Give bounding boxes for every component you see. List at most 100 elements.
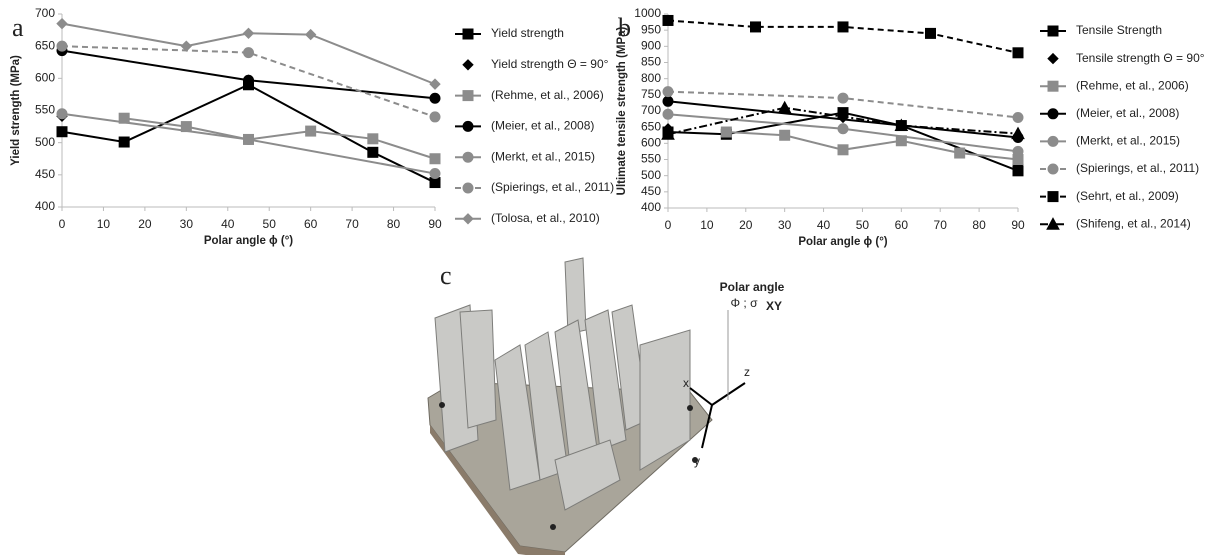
y-tick-label: 550 [641, 152, 661, 166]
y-axis-title: Ultimate tensile strength (MPa) [616, 26, 628, 195]
marker [180, 40, 193, 52]
y-tick-label: 700 [641, 103, 661, 117]
legend-label: Yield strength Θ = 90° [491, 57, 609, 71]
marker [662, 108, 674, 120]
x-tick-label: 80 [387, 217, 401, 231]
marker [243, 74, 254, 86]
y-tick-label: 650 [641, 119, 661, 133]
y-tick-label: 400 [641, 200, 661, 214]
y-tick-label: 850 [641, 55, 661, 69]
marker [429, 168, 441, 180]
legend-marker [1047, 25, 1059, 37]
x-tick-label: 80 [972, 218, 986, 232]
marker [662, 14, 674, 26]
y-tick-label: 500 [641, 168, 661, 182]
y-tick-label: 1000 [634, 6, 661, 20]
axis-z-label: z [744, 365, 750, 379]
marker [242, 27, 255, 40]
legend-label: (Meier, et al., 2008) [491, 119, 594, 133]
y-tick-label: 550 [35, 103, 55, 117]
panel-label: b [618, 13, 631, 42]
marker [429, 111, 441, 123]
marker [1012, 111, 1024, 123]
marker [1012, 47, 1024, 59]
y-tick-label: 500 [35, 135, 55, 149]
legend-label: (Spierings, et al., 2011) [1076, 161, 1199, 175]
marker [429, 78, 441, 90]
marker [243, 133, 254, 145]
x-tick-label: 90 [428, 217, 442, 231]
y-tick-label: 950 [641, 22, 661, 36]
x-tick-label: 40 [817, 218, 831, 232]
series-line [124, 117, 436, 160]
marker [243, 47, 254, 59]
y-tick-label: 900 [641, 39, 661, 53]
x-tick-label: 30 [778, 218, 792, 232]
series-line [61, 45, 436, 118]
x-tick-label: 30 [180, 217, 194, 231]
marker [779, 129, 791, 141]
y-tick-label: 450 [35, 167, 55, 181]
legend-marker [462, 120, 474, 132]
series-line [667, 100, 1019, 139]
x-tick-label: 50 [263, 217, 277, 231]
legend-label: (Meier, et al., 2008) [1076, 106, 1179, 120]
y-tick-label: 600 [641, 136, 661, 150]
marker [56, 126, 68, 138]
panel-label: c [440, 261, 452, 290]
marker [837, 123, 849, 135]
legend-marker [462, 90, 474, 102]
marker [118, 136, 130, 148]
x-tick-label: 70 [345, 217, 359, 231]
x-tick-label: 70 [934, 218, 948, 232]
marker [777, 100, 792, 114]
x-tick-label: 10 [700, 218, 714, 232]
angle-subscript: XY [766, 299, 782, 313]
y-tick-label: 400 [35, 199, 55, 213]
legend-marker [462, 59, 474, 71]
x-axis-title: Polar angle ϕ (°) [204, 235, 293, 247]
marker [56, 108, 68, 120]
y-tick-label: 750 [641, 87, 661, 101]
marker [662, 95, 674, 107]
x-tick-label: 20 [739, 218, 753, 232]
marker [894, 118, 909, 132]
legend-label: Tensile strength Θ = 90° [1076, 51, 1205, 65]
marker [304, 28, 317, 41]
panel-label: a [12, 13, 24, 42]
x-tick-label: 50 [856, 218, 870, 232]
y-tick-label: 800 [641, 71, 661, 85]
marker [1011, 126, 1025, 140]
angle-symbol: Φ ; σ [731, 296, 759, 310]
marker [662, 86, 674, 98]
x-tick-label: 90 [1011, 218, 1025, 232]
legend-label: (Merkt, et al., 2015) [491, 149, 595, 163]
marker [56, 40, 68, 52]
y-axis-title: Yield strength (MPa) [10, 55, 22, 166]
legend-marker [1047, 135, 1059, 147]
marker [954, 147, 966, 159]
legend-marker [1046, 217, 1060, 230]
axis-x-label: x [683, 376, 689, 390]
marker [661, 127, 675, 140]
y-tick-label: 600 [35, 71, 55, 85]
x-axis-title: Polar angle ϕ (°) [798, 236, 887, 248]
legend-label: (Sehrt, et al., 2009) [1076, 189, 1179, 203]
series-line [61, 83, 436, 184]
series-line [726, 131, 1019, 161]
marker [429, 153, 441, 165]
legend-label: Tensile Strength [1076, 23, 1162, 37]
photo [427, 257, 746, 555]
x-tick-label: 40 [221, 217, 235, 231]
marker [56, 17, 68, 30]
x-tick-label: 10 [97, 217, 111, 231]
marker [720, 126, 732, 138]
y-tick-label: 700 [35, 6, 55, 20]
marker [837, 21, 849, 33]
legend-label: Yield strength [491, 26, 564, 40]
legend-marker [462, 151, 474, 163]
x-tick-label: 0 [59, 217, 66, 231]
marker [837, 92, 849, 104]
